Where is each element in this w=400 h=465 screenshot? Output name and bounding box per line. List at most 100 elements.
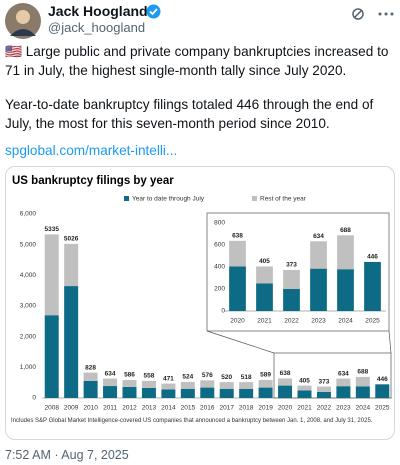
total-label: 634: [105, 370, 116, 377]
y-tick-label: 1,000: [20, 364, 37, 371]
total-label: 446: [377, 376, 388, 383]
bar-segment: [337, 235, 354, 270]
x-tick-label: 2025: [375, 405, 390, 412]
bar-segment: [180, 381, 195, 389]
x-tick-label: 2024: [356, 405, 371, 412]
bar-segment: [316, 386, 331, 392]
y-tick-label: 2,000: [20, 333, 37, 340]
bar-segment: [256, 283, 273, 311]
bar-segment: [219, 382, 234, 389]
x-tick-label: 2020: [278, 405, 293, 412]
y-tick-label: 3,000: [20, 303, 37, 310]
x-tick-label: 2018: [239, 405, 254, 412]
bar-segment: [44, 315, 59, 398]
chart: US bankruptcy filings by year Year to dat…: [12, 175, 392, 412]
chart-image[interactable]: US bankruptcy filings by year Year to dat…: [5, 166, 395, 440]
x-tick-label: 2020: [230, 318, 245, 325]
x-tick-label: 2012: [122, 405, 137, 412]
x-tick-label: 2016: [200, 405, 215, 412]
total-label: 576: [202, 372, 213, 379]
total-label: 586: [124, 372, 135, 379]
bar-segment: [283, 269, 300, 289]
bar-segment: [310, 268, 327, 311]
bar-segment: [239, 388, 254, 398]
total-label: 589: [260, 372, 271, 379]
bar-segment: [355, 386, 370, 398]
bar-segment: [256, 266, 273, 284]
bar-segment: [180, 388, 195, 398]
total-label: 520: [221, 374, 232, 381]
bar-segment: [200, 380, 215, 388]
total-label: 524: [182, 374, 193, 381]
bar-segment: [44, 234, 59, 316]
y-tick-label: 4,000: [20, 272, 37, 279]
bar-segment: [278, 385, 293, 398]
x-tick-label: 2025: [365, 318, 380, 325]
bar-segment: [83, 380, 98, 398]
bar-segment: [336, 386, 351, 398]
total-label: 638: [280, 370, 291, 377]
chart-title: US bankruptcy filings by year: [12, 175, 174, 187]
tweet-icons[interactable]: [350, 6, 395, 22]
x-tick-label: 2024: [338, 318, 353, 325]
avatar[interactable]: [4, 2, 42, 40]
x-tick-label: 2017: [219, 405, 234, 412]
total-label: 688: [340, 227, 351, 234]
y-tick-label: 6,000: [20, 211, 37, 218]
bar-segment: [141, 387, 156, 398]
bar-segment: [364, 261, 381, 311]
zoom-connector: [206, 330, 275, 354]
total-label: 446: [367, 254, 378, 261]
zoom-connector: [388, 330, 392, 354]
author-name[interactable]: Jack Hoogland: [48, 3, 148, 19]
tweet-text: Year-to-date bankruptcy filings totaled …: [5, 97, 374, 131]
x-tick-label: 2009: [64, 405, 79, 412]
bar-segment: [122, 380, 137, 387]
x-tick-label: 2015: [181, 405, 196, 412]
y-tick-label: 600: [214, 242, 225, 249]
bar-segment: [258, 379, 273, 388]
x-tick-label: 2022: [317, 405, 332, 412]
x-tick-label: 2023: [336, 405, 351, 412]
legend-label: Rest of the year: [260, 196, 307, 203]
total-label: 634: [338, 370, 349, 377]
y-tick-label: 400: [214, 264, 225, 271]
bar-segment: [161, 383, 176, 390]
bar-segment: [337, 269, 354, 311]
x-tick-label: 2022: [284, 318, 299, 325]
tweet-text: 🇺🇸 Large public and private company bank…: [5, 44, 389, 78]
total-label: 405: [299, 377, 310, 384]
legend-swatch: [252, 196, 257, 201]
bar-segment: [103, 378, 118, 387]
bar-segment: [258, 387, 273, 398]
x-tick-label: 2021: [297, 405, 312, 412]
link[interactable]: spglobal.com/market-intelli...: [5, 143, 178, 158]
total-label: 471: [163, 375, 174, 382]
footnote: Includes S&P Global Market Intelligence-…: [11, 418, 373, 424]
bar-segment: [229, 240, 246, 267]
bar-segment: [122, 386, 137, 398]
bar-segment: [375, 384, 390, 398]
total-label: 828: [85, 364, 96, 371]
bar-segment: [297, 385, 312, 391]
total-label: 405: [259, 258, 270, 265]
x-tick-label: 2019: [258, 405, 273, 412]
x-tick-label: 2023: [311, 318, 326, 325]
total-label: 688: [357, 369, 368, 376]
x-tick-label: 2008: [44, 405, 59, 412]
bar-segment: [239, 382, 254, 389]
total-label: 373: [286, 262, 297, 269]
legend-swatch: [124, 196, 129, 201]
y-tick-label: 200: [214, 286, 225, 293]
x-tick-label: 2011: [103, 405, 117, 412]
y-tick-label: 5,000: [20, 241, 37, 248]
y-tick-label: 0: [32, 395, 36, 402]
y-tick-label: 0: [221, 308, 225, 315]
bar-segment: [297, 390, 312, 398]
author-handle[interactable]: @jack_hoogland: [48, 20, 146, 35]
total-label: 5026: [64, 236, 79, 243]
timestamp[interactable]: 7:52 AM · Aug 7, 2025: [5, 448, 129, 462]
total-label: 638: [232, 233, 243, 240]
verified-badge: [146, 4, 161, 19]
